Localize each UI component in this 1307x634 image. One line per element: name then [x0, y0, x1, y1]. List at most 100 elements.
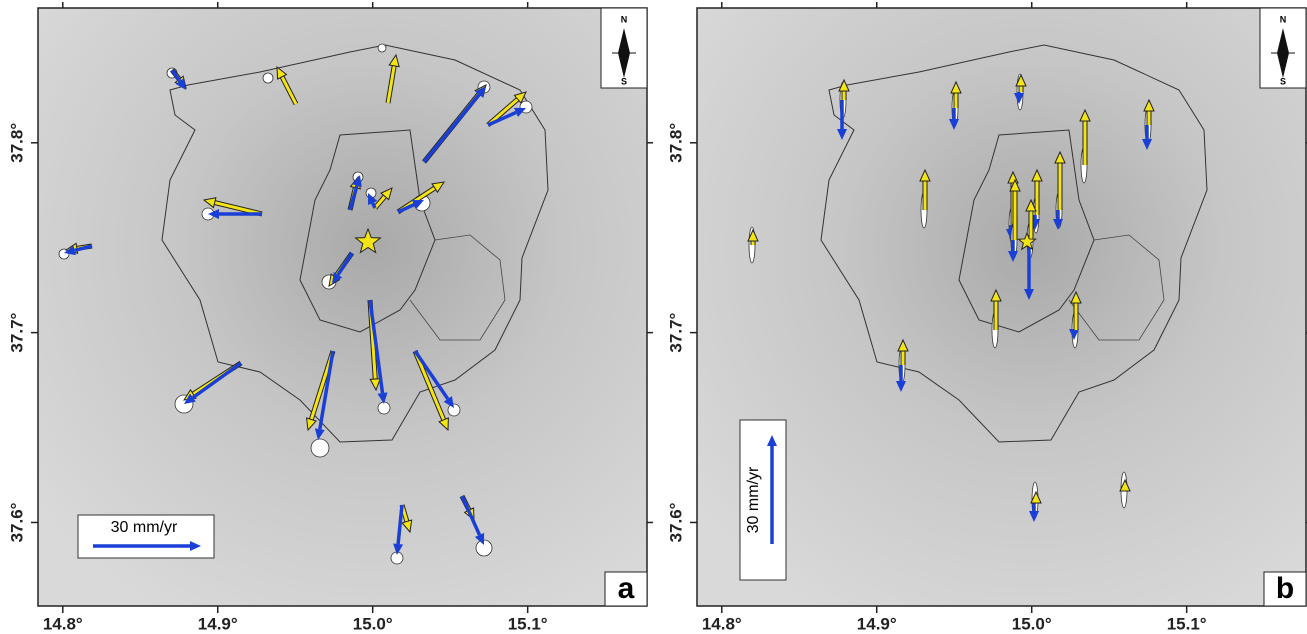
y-tick-label: 37.8° [666, 123, 685, 163]
hillshade [697, 8, 1306, 606]
arrow-head [377, 392, 388, 404]
arrow-head [202, 197, 217, 209]
map-panel: 14.8° 14.9° 15.0° 15.1° 37.6° 37.7° 37.8° N Sb 30… [666, 2, 1307, 633]
arrow-shaft [413, 350, 446, 421]
arrow-head [276, 65, 288, 80]
arrow-head [1079, 108, 1091, 122]
arrow-shaft [413, 350, 450, 400]
x-tick-label: 15.0° [353, 614, 393, 633]
arrow-shaft [214, 201, 263, 216]
arrow-head [352, 175, 362, 187]
arrow-head [208, 209, 219, 219]
arrow-shaft [371, 202, 377, 209]
arrow-head [1031, 168, 1043, 182]
y-tick-label: 37.6° [7, 502, 26, 542]
arrow-shaft [487, 110, 517, 127]
arrow-head [1069, 329, 1079, 340]
x-tick-label: 14.8° [702, 614, 742, 633]
scale-label: 30 mm/yr [111, 519, 178, 536]
arrow-head [368, 193, 378, 206]
x-tick-label: 15.1° [508, 614, 548, 633]
map-panel: 14.8° 14.9° 15.0° 15.1° 37.6° 37.7° 37.8° N Sa 30… [7, 2, 653, 633]
arrow-head [411, 200, 424, 210]
frame [696, 7, 1307, 607]
arrow-head [1029, 511, 1039, 522]
north-label: N [621, 14, 628, 24]
arrow-head [837, 129, 847, 140]
arrow-head [897, 338, 909, 352]
arrow-shaft [318, 350, 335, 430]
arrow-head [314, 428, 325, 440]
eruption-star [354, 227, 382, 254]
arrow-head [431, 181, 446, 194]
arrow-head [393, 543, 404, 555]
arrow-shaft [487, 98, 519, 127]
x-tick-label: 15.1° [1167, 614, 1207, 633]
arrow-head [438, 417, 449, 432]
arrow-shaft [336, 252, 354, 276]
arrow-head [950, 80, 962, 94]
arrow-head [1070, 290, 1082, 304]
x-tick-label: 14.8° [43, 614, 83, 633]
arrow-head [1014, 93, 1024, 104]
station [262, 72, 274, 84]
arrow-head [747, 228, 759, 242]
x-tick-label: 14.9° [857, 614, 897, 633]
scale-box [77, 514, 215, 559]
arrow-head [1008, 251, 1018, 262]
frame [37, 7, 648, 607]
panel-label: b [1276, 572, 1294, 605]
arrow-head [1015, 73, 1027, 87]
y-tick-label: 37.8° [7, 123, 26, 163]
arrow-head [949, 119, 959, 130]
arrow-head [990, 288, 1002, 302]
arrow-head [388, 53, 400, 68]
x-tick-label: 14.9° [198, 614, 238, 633]
station [310, 438, 330, 458]
arrow-shaft [460, 495, 482, 536]
arrow-head [1025, 198, 1037, 212]
arrow-head [1054, 150, 1066, 164]
arrow-head [443, 396, 454, 408]
arrow-head [1024, 289, 1034, 300]
arrow-shaft [280, 76, 298, 105]
scale-label: 30 mm/yr [745, 466, 762, 533]
y-tick-label: 37.7° [7, 312, 26, 352]
arrow-head [896, 381, 906, 392]
arrow-shaft [74, 244, 93, 253]
x-tick-label: 15.0° [1012, 614, 1052, 633]
arrow-head [184, 393, 196, 404]
arrow-shaft [368, 299, 385, 394]
arrow-head [1119, 478, 1131, 492]
arrow-head [332, 272, 343, 284]
arrow-head [305, 417, 317, 432]
arrow-shaft [170, 68, 182, 82]
north-label: N [1280, 14, 1287, 24]
arrow-head [1143, 98, 1155, 112]
arrow-head [513, 91, 527, 104]
arrow-shaft [191, 361, 243, 399]
arrow-shaft [348, 185, 359, 211]
arrow-head [474, 532, 485, 545]
arrow-head [1009, 178, 1021, 192]
arrow-head [369, 378, 381, 392]
arrow-head [838, 78, 850, 92]
south-label: S [1280, 76, 1286, 86]
hillshade [38, 8, 647, 606]
panel-label-box [604, 571, 648, 607]
arrow-shaft [373, 195, 387, 209]
scale-box [739, 419, 787, 581]
station [447, 403, 461, 417]
arrow-head [1030, 490, 1042, 504]
arrow-head [767, 435, 777, 446]
south-label: S [621, 76, 627, 86]
panel-label-box [1263, 571, 1307, 607]
arrow-head [919, 168, 931, 182]
arrow-shaft [386, 65, 396, 104]
arrow-head [175, 78, 186, 90]
arrow-shaft [397, 203, 415, 214]
arrow-head [190, 541, 201, 551]
y-tick-label: 37.7° [666, 312, 685, 352]
arrow-shaft [396, 504, 404, 545]
